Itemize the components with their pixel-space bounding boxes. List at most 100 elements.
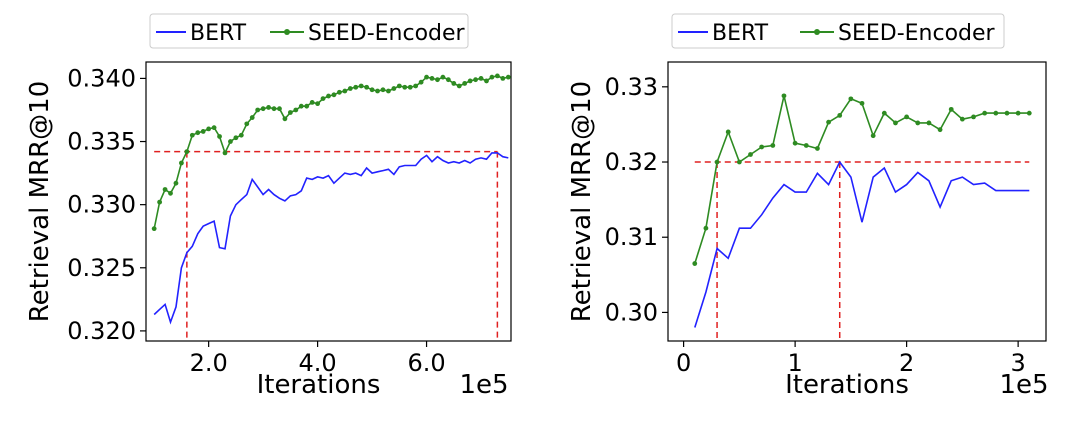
seed-encoder-point — [489, 74, 495, 80]
seed-encoder-point — [255, 107, 261, 113]
seed-encoder-point — [451, 81, 457, 86]
seed-encoder-point — [298, 103, 304, 109]
y-tick-label: 0.32 — [605, 148, 658, 176]
seed-encoder-point — [358, 83, 364, 89]
chart-panel-1: 2.0 4.0 6.0 0.320 0.325 0.330 0.335 0.340 Iterat… — [25, 13, 512, 400]
seed-encoder-point — [881, 110, 887, 116]
seed-encoder-point — [179, 160, 184, 166]
seed-encoder-point — [396, 83, 402, 89]
seed-encoder-point — [173, 180, 179, 186]
y-tick-label: 0.335 — [67, 128, 136, 156]
plot-frame — [667, 61, 1047, 342]
x-tick-label: 4.0 — [299, 349, 337, 377]
seed-encoder-point — [326, 93, 331, 99]
x-tick-label: 6.0 — [407, 349, 445, 377]
seed-encoder-point — [157, 199, 163, 205]
seed-encoder-point — [418, 79, 424, 85]
x-axis-multiplier: 1e5 — [459, 370, 508, 400]
y-tick-label: 0.320 — [67, 317, 136, 345]
seed-encoder-point — [375, 88, 380, 94]
legend: BERT SEED-Encoder — [149, 13, 469, 49]
seed-encoder-point — [413, 83, 419, 89]
seed-encoder-point — [736, 159, 742, 165]
y-tick-label: 0.340 — [67, 64, 136, 92]
seed-encoder-point — [848, 96, 854, 102]
seed-encoder-point — [1026, 110, 1032, 116]
seed-encoder-point — [260, 106, 266, 112]
seed-encoder-point — [473, 77, 478, 83]
series-line-bert — [153, 152, 509, 325]
seed-encoder-point — [870, 133, 876, 139]
seed-encoder-point — [233, 135, 239, 141]
seed-encoder-point — [494, 73, 500, 79]
seed-encoder-point — [331, 92, 337, 98]
seed-encoder-point — [353, 84, 359, 90]
seed-encoder-point — [200, 129, 206, 134]
seed-encoder-point — [703, 225, 709, 231]
seed-encoder-point — [271, 106, 277, 112]
seed-encoder-point — [429, 76, 435, 81]
seed-encoder-point — [304, 103, 310, 109]
seed-encoder-point — [959, 116, 965, 122]
seed-encoder-point — [287, 110, 293, 115]
seed-encoder-point — [803, 143, 809, 148]
seed-encoder-point — [759, 144, 765, 150]
seed-encoder-point — [238, 132, 244, 138]
seed-encoder-point — [714, 159, 720, 165]
legend: BERT SEED-Encoder — [671, 13, 1005, 49]
seed-encoder-point — [402, 84, 408, 90]
seed-encoder-point — [893, 120, 898, 126]
seed-encoder-point — [342, 88, 348, 94]
seed-encoder-point — [206, 126, 212, 132]
seed-encoder-point — [781, 93, 787, 99]
y-tick-label: 0.330 — [67, 191, 136, 219]
seed-encoder-point — [277, 106, 282, 112]
legend-label-seed-encoder: SEED-Encoder — [308, 21, 466, 46]
seed-encoder-point — [347, 86, 353, 91]
seed-encoder-point — [222, 150, 228, 156]
chart-panel-2: 0 1 2 3 0.30 0.31 0.32 0.33 Iterations 1e5 Retriev… — [567, 13, 1049, 400]
seed-encoder-point — [792, 140, 798, 146]
seed-encoder-point — [748, 152, 753, 157]
series-line-seed-encoder — [694, 95, 1030, 264]
seed-encoder-point — [189, 132, 195, 138]
legend-label-bert: BERT — [712, 21, 769, 46]
x-tick-label: 2.0 — [190, 349, 228, 377]
seed-encoder-point — [1015, 110, 1021, 116]
y-axis-label: Retrieval MRR@10 — [567, 81, 597, 322]
seed-encoder-point — [770, 143, 776, 148]
seed-encoder-point — [993, 110, 999, 116]
seed-encoder-point — [364, 84, 370, 90]
seed-encoder-point — [478, 76, 484, 81]
seed-encoder-point — [282, 116, 288, 122]
seed-encoder-point — [211, 125, 217, 131]
legend-box — [149, 13, 469, 49]
y-tick-label: 0.33 — [605, 73, 658, 101]
seed-encoder-point — [244, 121, 250, 127]
seed-encoder-point — [266, 105, 271, 110]
seed-encoder-point — [725, 129, 731, 135]
seed-encoder-point — [456, 83, 462, 89]
legend-label-seed-encoder: SEED-Encoder — [838, 21, 996, 46]
seed-encoder-point — [309, 99, 315, 105]
x-axis-label: Iterations — [785, 370, 909, 400]
seed-encoder-point — [948, 106, 954, 112]
y-tick-label: 0.31 — [605, 223, 658, 251]
seed-encoder-point — [162, 187, 168, 192]
y-tick-label: 0.30 — [605, 298, 658, 326]
x-tick-label: 3 — [1010, 349, 1025, 377]
y-axis-label: Retrieval MRR@10 — [25, 81, 55, 322]
seed-encoder-point — [386, 88, 391, 94]
seed-encoder-point — [435, 77, 440, 83]
seed-encoder-point — [168, 190, 173, 196]
legend-marker-seed-encoder — [814, 29, 820, 35]
seed-encoder-point — [151, 226, 157, 232]
seed-encoder-point — [971, 114, 976, 120]
x-tick-label: 0 — [676, 349, 691, 377]
seed-encoder-point — [982, 110, 988, 116]
seed-encoder-point — [505, 74, 511, 80]
seed-encoder-point — [467, 78, 473, 84]
legend-label-bert: BERT — [190, 21, 247, 46]
seed-encoder-point — [320, 96, 326, 102]
seed-encoder-point — [915, 120, 921, 126]
